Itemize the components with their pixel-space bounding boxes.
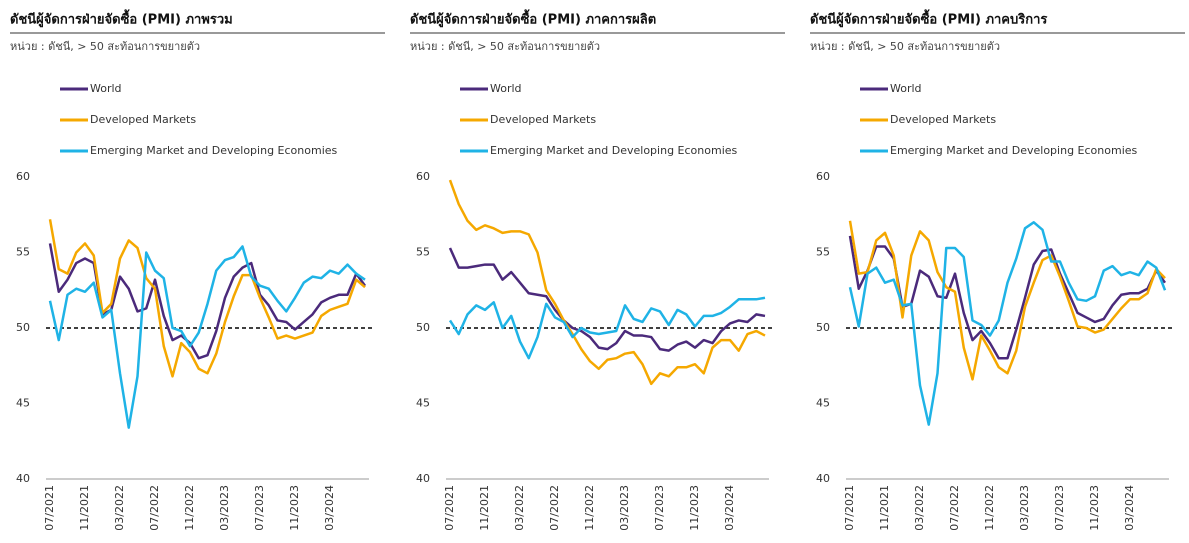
x-tick-label: 11/2021 xyxy=(878,485,891,531)
legend-label: Emerging Market and Developing Economies xyxy=(890,144,1138,157)
chart-subtitle: หน่วย : ดัชนี, > 50 สะท้อนการขยายตัว xyxy=(410,40,600,53)
series-line xyxy=(448,296,766,360)
x-tick-label: 07/2021 xyxy=(443,485,456,531)
legend-label: Emerging Market and Developing Economies xyxy=(490,144,738,157)
x-tick-label: 11/2021 xyxy=(78,485,91,531)
chart-panel: ดัชนีผู้จัดการฝ่ายจัดซื้อ (PMI) ภาพรวมหน… xyxy=(10,9,385,531)
legend-label: World xyxy=(490,82,522,95)
y-tick-label: 60 xyxy=(416,170,430,183)
series-line xyxy=(448,179,766,386)
chart-title: ดัชนีผู้จัดการฝ่ายจัดซื้อ (PMI) ภาคบริกา… xyxy=(810,9,1047,28)
chart-title: ดัชนีผู้จัดการฝ่ายจัดซื้อ (PMI) ภาคการผล… xyxy=(410,9,656,28)
series-line xyxy=(848,235,1167,360)
x-tick-label: 03/2024 xyxy=(1123,485,1136,531)
x-tick-label: 07/2021 xyxy=(843,485,856,531)
x-tick-label: 03/2022 xyxy=(113,485,126,531)
legend-label: Emerging Market and Developing Economies xyxy=(90,144,338,157)
legend-label: World xyxy=(90,82,122,95)
y-tick-label: 60 xyxy=(816,170,830,183)
chart-panel: ดัชนีผู้จัดการฝ่ายจัดซื้อ (PMI) ภาคการผล… xyxy=(410,9,785,531)
chart-subtitle: หน่วย : ดัชนี, > 50 สะท้อนการขยายตัว xyxy=(810,40,1000,53)
x-tick-label: 07/2022 xyxy=(548,485,561,531)
legend-label: Developed Markets xyxy=(90,113,196,126)
x-tick-label: 07/2023 xyxy=(653,485,666,531)
y-tick-label: 50 xyxy=(816,321,830,334)
x-tick-label: 03/2022 xyxy=(513,485,526,531)
x-tick-label: 03/2023 xyxy=(618,485,631,531)
x-tick-label: 07/2023 xyxy=(1053,485,1066,531)
series-line xyxy=(848,220,1166,381)
x-tick-label: 07/2023 xyxy=(253,485,266,531)
chart-subtitle: หน่วย : ดัชนี, > 50 สะท้อนการขยายตัว xyxy=(10,40,200,53)
x-tick-label: 11/2022 xyxy=(183,485,196,531)
x-tick-label: 03/2024 xyxy=(723,485,736,531)
y-tick-label: 55 xyxy=(816,246,830,259)
legend-label: Developed Markets xyxy=(490,113,596,126)
x-tick-label: 03/2022 xyxy=(913,485,926,531)
x-tick-label: 03/2023 xyxy=(1018,485,1031,531)
y-tick-label: 40 xyxy=(816,472,830,485)
chart-title: ดัชนีผู้จัดการฝ่ายจัดซื้อ (PMI) ภาพรวม xyxy=(10,9,233,28)
x-tick-label: 07/2021 xyxy=(43,485,56,531)
y-tick-label: 50 xyxy=(416,321,430,334)
y-tick-label: 50 xyxy=(16,321,30,334)
y-tick-label: 45 xyxy=(816,397,830,410)
legend-label: Developed Markets xyxy=(890,113,996,126)
series-line xyxy=(848,221,1167,426)
x-tick-label: 11/2022 xyxy=(983,485,996,531)
legend-label: World xyxy=(890,82,922,95)
series-line xyxy=(48,245,366,429)
y-tick-label: 60 xyxy=(16,170,30,183)
x-tick-label: 03/2024 xyxy=(323,485,336,531)
series-line xyxy=(448,247,766,352)
x-tick-label: 11/2023 xyxy=(1088,485,1101,531)
y-tick-label: 40 xyxy=(416,472,430,485)
y-tick-label: 55 xyxy=(16,246,30,259)
x-tick-label: 11/2023 xyxy=(288,485,301,531)
y-tick-label: 45 xyxy=(416,397,430,410)
x-tick-label: 07/2022 xyxy=(948,485,961,531)
y-tick-label: 45 xyxy=(16,397,30,410)
chart-panel: ดัชนีผู้จัดการฝ่ายจัดซื้อ (PMI) ภาคบริกา… xyxy=(810,9,1185,531)
y-tick-label: 40 xyxy=(16,472,30,485)
x-tick-label: 07/2022 xyxy=(148,485,161,531)
x-tick-label: 11/2023 xyxy=(688,485,701,531)
y-tick-label: 55 xyxy=(416,246,430,259)
x-tick-label: 11/2022 xyxy=(583,485,596,531)
x-tick-label: 11/2021 xyxy=(478,485,491,531)
x-tick-label: 03/2023 xyxy=(218,485,231,531)
